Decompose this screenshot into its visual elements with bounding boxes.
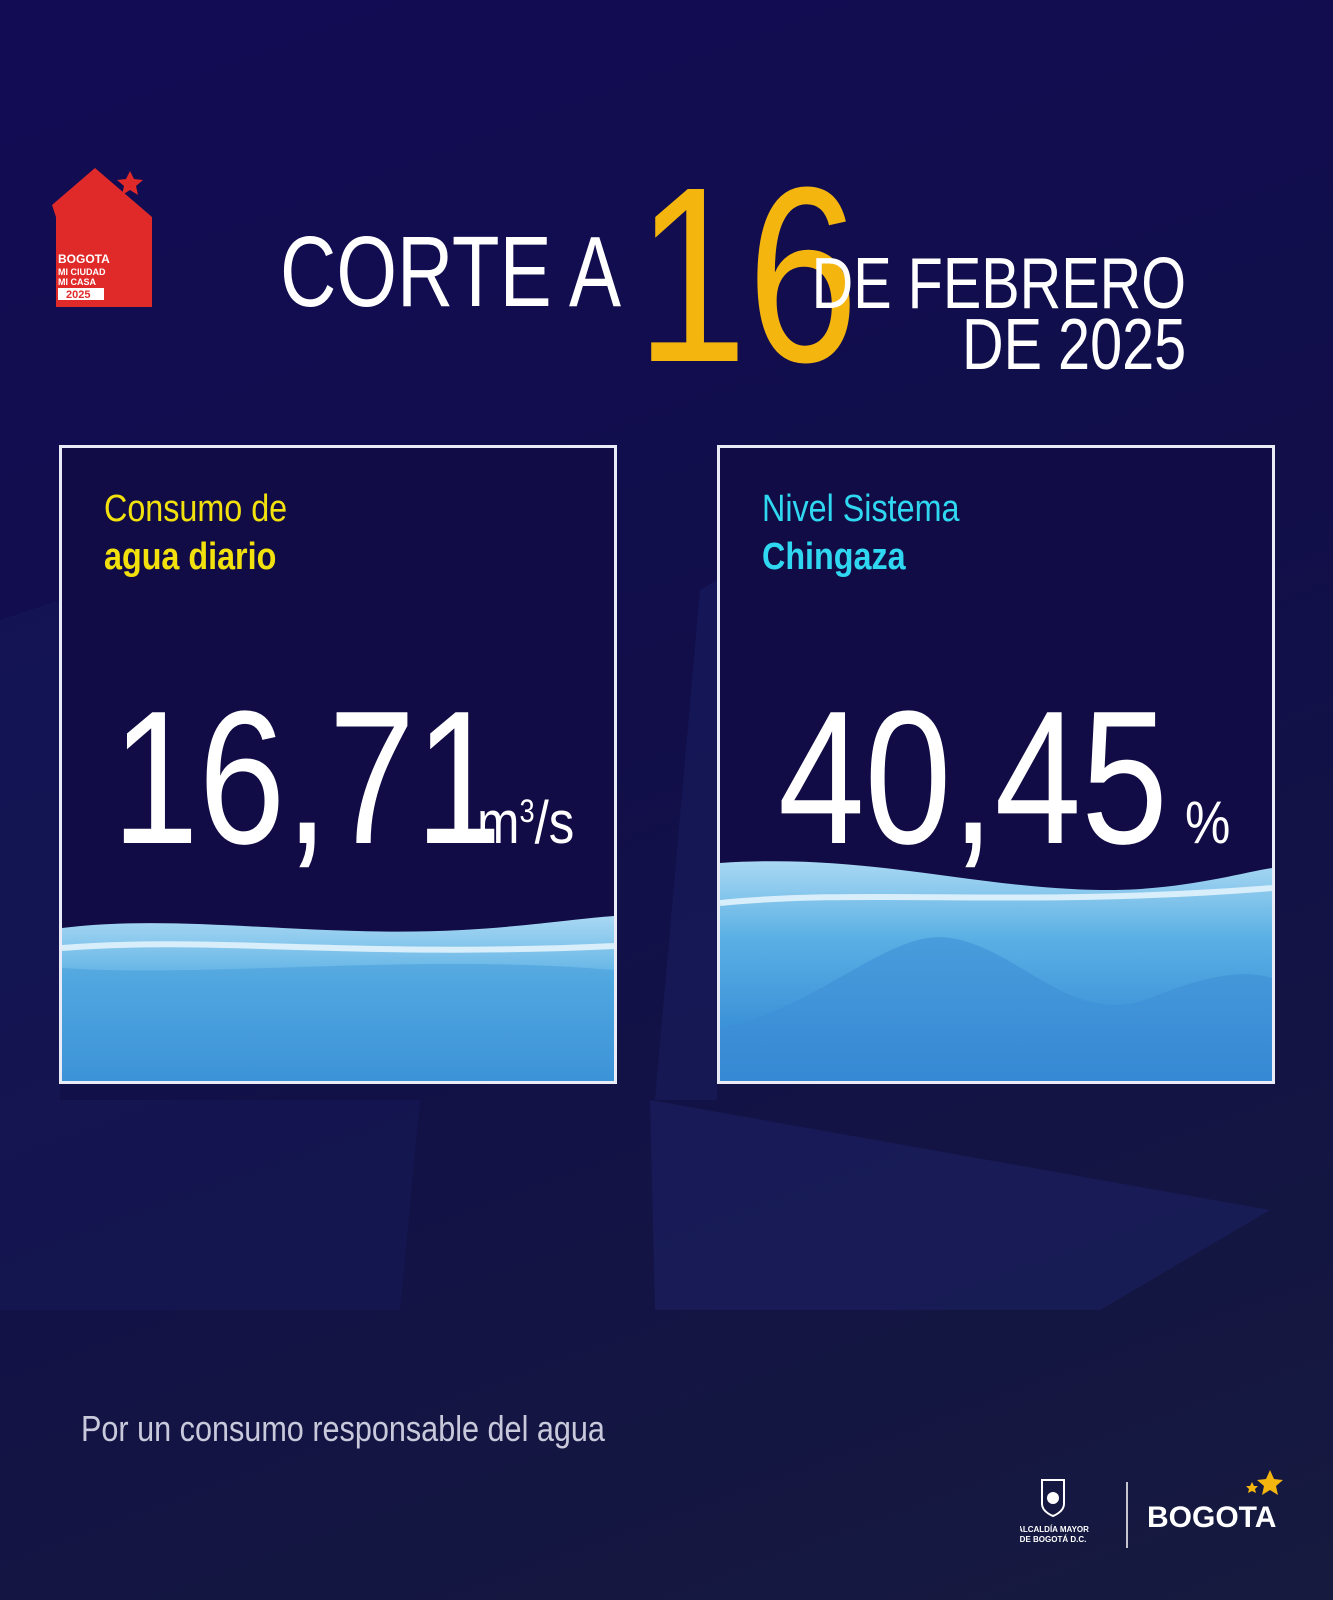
card-title-bold: Chingaza — [762, 536, 906, 578]
card-value: 40,45 — [778, 672, 1168, 884]
header-prefix: CORTE A — [280, 216, 621, 328]
unit-tail: /s — [534, 789, 575, 856]
card-unit: % — [1185, 789, 1231, 856]
card-value: 16,71 — [112, 672, 502, 884]
card-title: Consumo de — [104, 488, 288, 530]
header-day: 16 — [636, 135, 859, 414]
water-wave — [720, 861, 1272, 1081]
footer-logos: ALCALDÍA MAYOR DE BOGOTÁ D.C. BOGOTA — [1020, 1470, 1283, 1548]
card-unit: m3/s — [477, 793, 574, 853]
logo-text: 2025 — [66, 289, 90, 301]
alcaldia-text: ALCALDÍA MAYOR — [1020, 1525, 1089, 1534]
alcaldia-text: DE BOGOTÁ D.C. — [1020, 1535, 1086, 1544]
header-month: DE FEBRERO — [811, 244, 1186, 324]
unit-sup: 3 — [519, 793, 535, 829]
header-year: DE 2025 — [961, 305, 1186, 385]
card-title-bold: agua diario — [104, 536, 277, 578]
card-title: Nivel Sistema — [762, 488, 960, 530]
logo-text: MI CIUDAD — [58, 267, 106, 277]
unit: m — [477, 789, 520, 856]
brand: BOGOTA — [1147, 1501, 1276, 1534]
card-consumo: Consumo de agua diario 16,71 m3/s — [59, 445, 617, 1084]
footer-slogan: Por un consumo responsable del agua — [81, 1408, 605, 1449]
logo-text: BOGOTA — [58, 252, 110, 266]
card-nivel: Nivel Sistema Chingaza 40,45 % — [717, 445, 1275, 1084]
logo-house: BOGOTA MI CIUDAD MI CASA 2025 — [52, 168, 152, 307]
logo-text: MI CASA — [58, 277, 97, 287]
water-wave — [62, 916, 614, 1081]
